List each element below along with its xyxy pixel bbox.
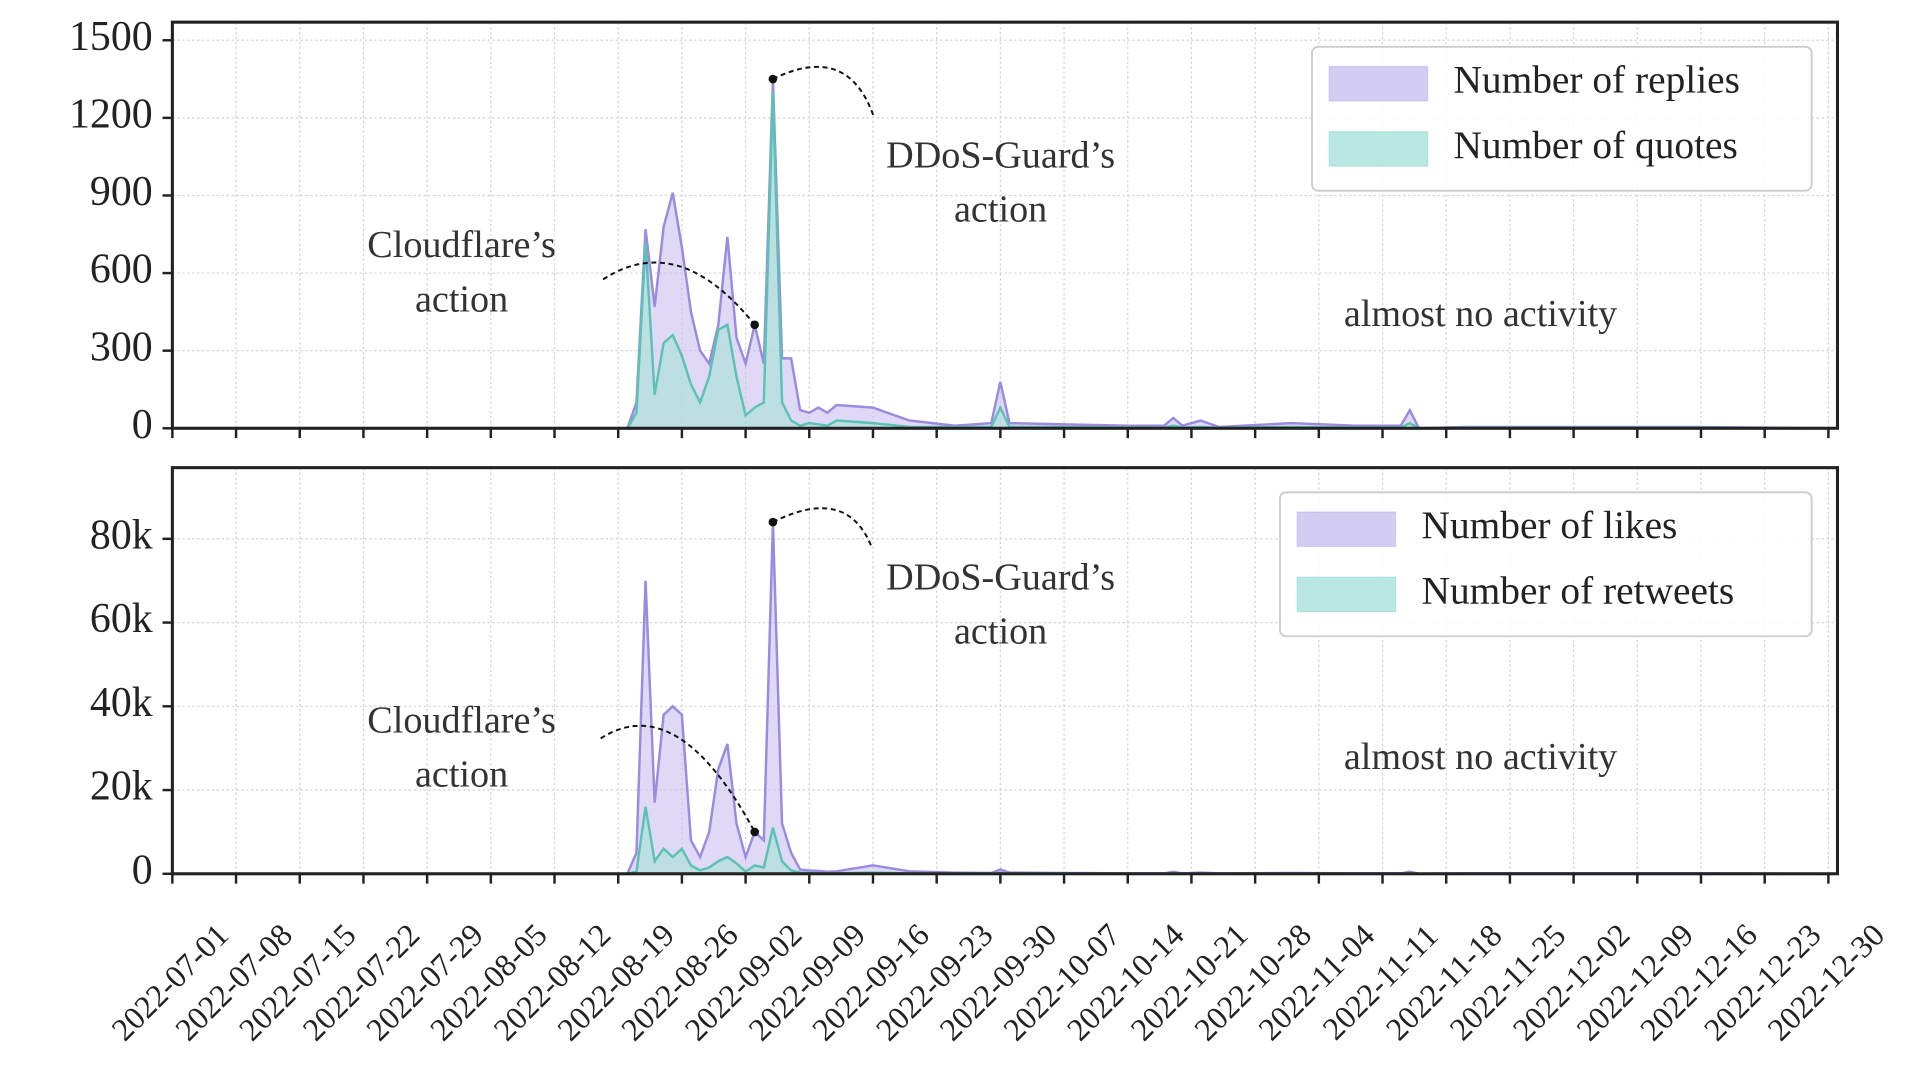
annotation: Cloudflare’s action	[367, 697, 556, 796]
legend-swatch	[1296, 576, 1397, 613]
y-tick-label: 900	[90, 169, 153, 215]
annotation-text: DDoS-Guard’s action	[886, 132, 1116, 231]
y-tick-label: 40k	[90, 680, 153, 726]
axes-frame	[170, 20, 1840, 430]
legend-swatch	[1328, 65, 1429, 102]
y-tick-label: 80k	[90, 512, 153, 558]
annotation-arrow	[772, 65, 875, 118]
annotation-dot	[750, 827, 760, 837]
y-tick-label: 60k	[90, 596, 153, 642]
y-tick-label: 0	[132, 402, 153, 448]
annotation-text: DDoS-Guard’s action	[886, 555, 1116, 653]
annotation-text: almost no activity	[1343, 734, 1618, 778]
annotation: almost no activity	[1343, 734, 1618, 778]
annotation-arrow	[772, 507, 873, 547]
annotation-text: Cloudflare’s action	[367, 222, 556, 320]
y-tick-label: 20k	[90, 764, 153, 810]
legend-swatch	[1328, 131, 1429, 167]
y-tick-label: 1500	[69, 14, 153, 60]
legend-box	[1279, 491, 1813, 638]
legend-label: Number of likes	[1422, 503, 1678, 547]
annotation: almost no activity	[1343, 291, 1618, 335]
annotation-dot	[750, 320, 760, 330]
area	[627, 79, 1829, 429]
y-tick-label: 1200	[69, 91, 153, 137]
annotation: Cloudflare’s action	[367, 222, 556, 320]
legend-swatch	[1296, 511, 1397, 548]
y-tick-label: 0	[132, 847, 153, 893]
annotation-arrow	[600, 724, 756, 833]
y-tick-label: 300	[90, 324, 153, 370]
annotation-arrow	[602, 261, 756, 326]
legend-label: Number of replies	[1454, 58, 1740, 102]
axes-frame	[170, 466, 1840, 876]
annotation-dot	[768, 517, 778, 527]
legend-box	[1311, 45, 1813, 192]
annotation-text: Cloudflare’s action	[367, 697, 556, 796]
annotation-dot	[768, 74, 778, 84]
legend-label: Number of retweets	[1422, 568, 1735, 612]
annotation-text: almost no activity	[1343, 291, 1618, 335]
y-tick-label: 600	[90, 247, 153, 293]
annotation: DDoS-Guard’s action	[886, 555, 1116, 653]
annotation: DDoS-Guard’s action	[886, 132, 1116, 231]
legend-label: Number of quotes	[1454, 123, 1738, 167]
line	[626, 78, 1829, 430]
